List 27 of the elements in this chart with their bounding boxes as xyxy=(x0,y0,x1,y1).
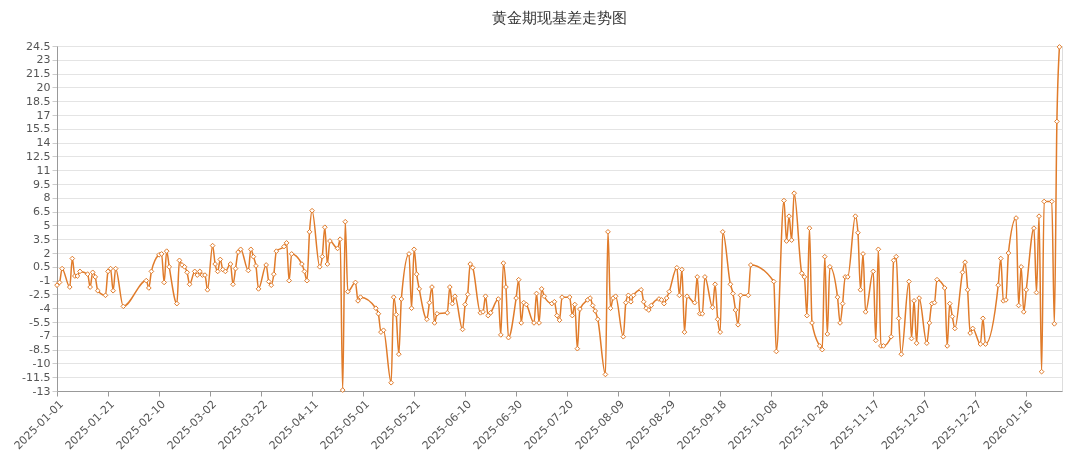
y-tick-label: -8.5 xyxy=(29,343,51,357)
y-tick-label: 20 xyxy=(36,80,51,94)
y-tick-label: 14 xyxy=(36,136,51,150)
y-tick-label: -11.5 xyxy=(22,370,51,384)
y-tick-label: -10 xyxy=(32,356,51,370)
y-tick-label: 11 xyxy=(36,163,51,177)
y-tick-label: -2.5 xyxy=(29,287,51,301)
y-tick-label: 18.5 xyxy=(26,94,51,108)
y-tick-label: -1 xyxy=(39,274,51,288)
y-tick-label: -13 xyxy=(32,384,51,398)
y-tick-label: 9.5 xyxy=(33,177,51,191)
y-tick-label: 17 xyxy=(36,108,51,122)
y-tick-label: 0.5 xyxy=(33,260,51,274)
y-tick-label: 15.5 xyxy=(26,122,51,136)
y-tick-label: -5.5 xyxy=(29,315,51,329)
y-tick-label: 6.5 xyxy=(33,205,51,219)
chart-title: 黄金期现基差走势图 xyxy=(492,9,627,27)
y-tick-label: -4 xyxy=(39,301,51,315)
y-tick-label: 24.5 xyxy=(26,39,51,53)
y-tick-label: -7 xyxy=(39,329,51,343)
y-tick-label: 8 xyxy=(43,191,51,205)
y-tick-label: 12.5 xyxy=(26,149,51,163)
y-tick-label: 2 xyxy=(43,246,51,260)
y-tick-label: 23 xyxy=(36,53,51,67)
y-tick-label: 21.5 xyxy=(26,67,51,81)
y-tick-label: 5 xyxy=(43,218,51,232)
y-tick-label: 3.5 xyxy=(33,232,51,246)
